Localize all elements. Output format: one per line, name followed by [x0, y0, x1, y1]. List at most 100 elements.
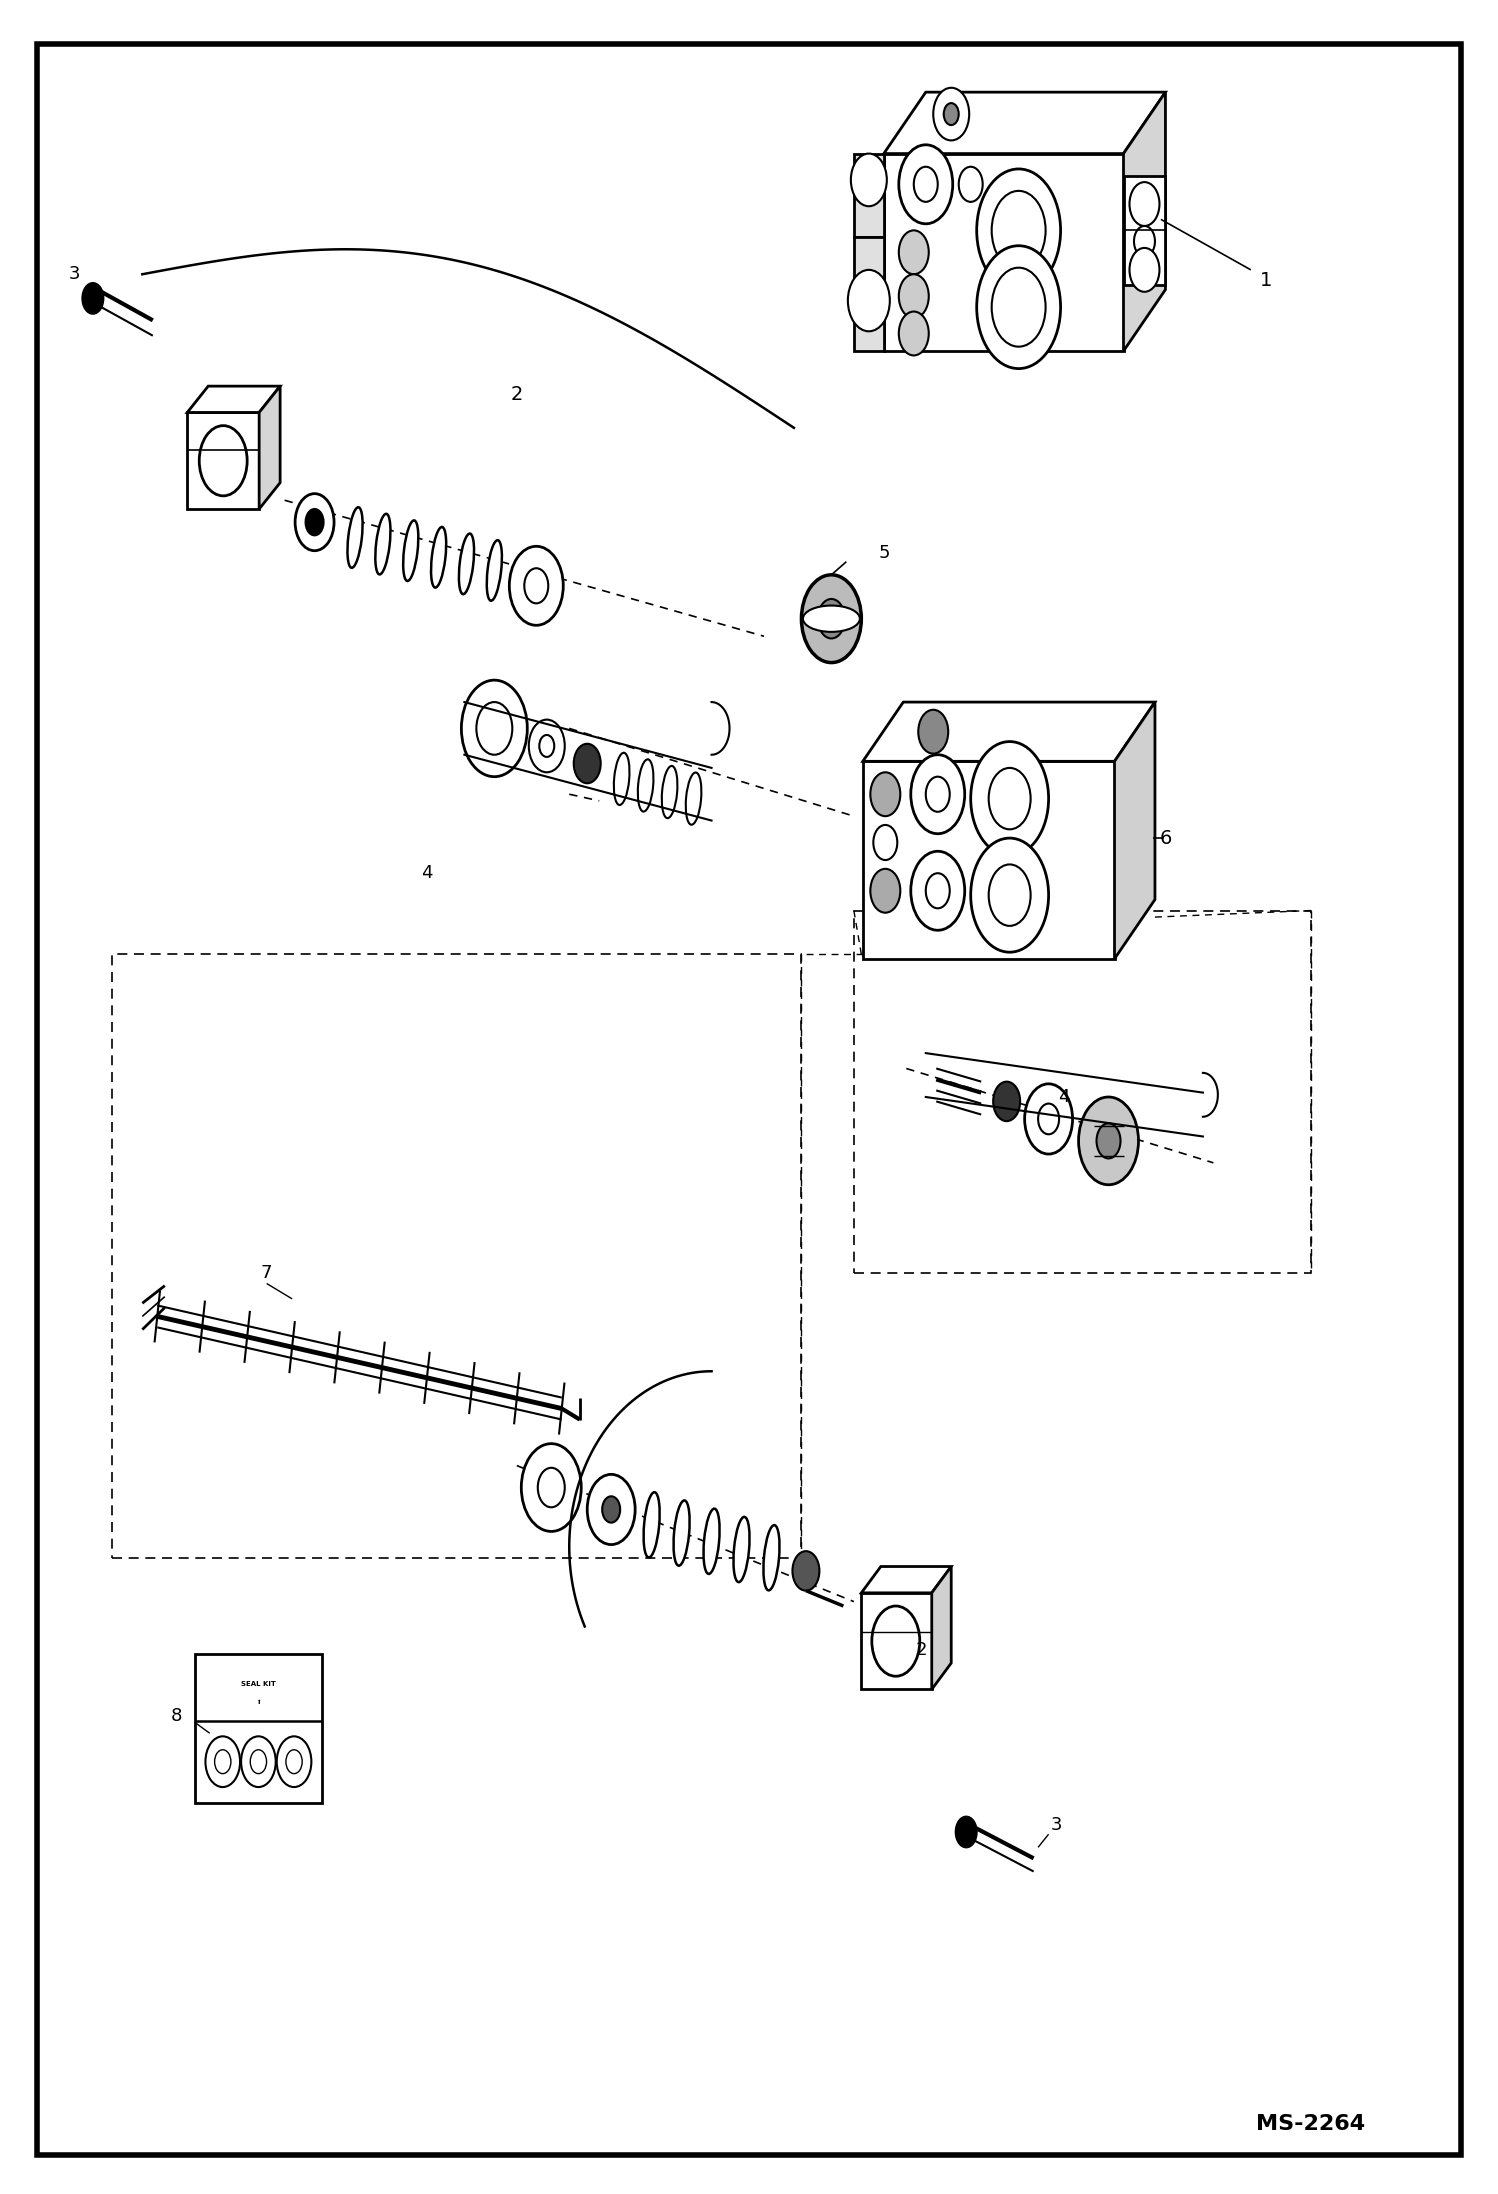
Text: 4: 4: [421, 864, 433, 882]
Ellipse shape: [764, 1525, 779, 1591]
Ellipse shape: [686, 772, 701, 825]
Polygon shape: [884, 92, 1165, 154]
Ellipse shape: [704, 1509, 719, 1573]
Circle shape: [977, 246, 1061, 369]
Circle shape: [539, 735, 554, 757]
Bar: [854, 911, 1311, 1273]
Circle shape: [956, 1817, 977, 1847]
Circle shape: [1129, 248, 1159, 292]
Text: 2: 2: [511, 386, 523, 404]
Circle shape: [977, 169, 1061, 292]
Ellipse shape: [376, 513, 391, 575]
Circle shape: [971, 742, 1049, 856]
Circle shape: [899, 312, 929, 355]
Circle shape: [899, 145, 953, 224]
Text: MS-2264: MS-2264: [1257, 2113, 1365, 2135]
Circle shape: [521, 1444, 581, 1531]
Circle shape: [911, 755, 965, 834]
Polygon shape: [854, 237, 884, 351]
Polygon shape: [187, 412, 259, 509]
Ellipse shape: [638, 759, 653, 812]
Circle shape: [1097, 1123, 1121, 1158]
Circle shape: [199, 426, 247, 496]
Polygon shape: [854, 154, 884, 237]
Circle shape: [914, 167, 938, 202]
Text: SEAL KIT: SEAL KIT: [241, 1681, 276, 1687]
Circle shape: [971, 838, 1049, 952]
Text: 7: 7: [261, 1264, 273, 1281]
Circle shape: [918, 711, 948, 755]
Ellipse shape: [614, 753, 629, 805]
Polygon shape: [861, 1567, 951, 1593]
Text: ⬆: ⬆: [256, 1700, 261, 1705]
Ellipse shape: [803, 606, 860, 632]
Circle shape: [899, 274, 929, 318]
Ellipse shape: [431, 527, 446, 588]
Circle shape: [1129, 182, 1159, 226]
Circle shape: [801, 575, 861, 663]
Circle shape: [1025, 1084, 1073, 1154]
Circle shape: [529, 720, 565, 772]
Ellipse shape: [644, 1492, 659, 1558]
Circle shape: [476, 702, 512, 755]
Circle shape: [792, 1551, 819, 1591]
Polygon shape: [1124, 92, 1165, 351]
Polygon shape: [932, 1567, 951, 1689]
Polygon shape: [863, 761, 1115, 959]
Circle shape: [873, 825, 897, 860]
Ellipse shape: [734, 1516, 749, 1582]
Circle shape: [989, 864, 1031, 926]
Circle shape: [1134, 226, 1155, 257]
Text: 8: 8: [171, 1707, 183, 1724]
Circle shape: [538, 1468, 565, 1507]
Circle shape: [587, 1474, 635, 1545]
Circle shape: [1079, 1097, 1138, 1185]
Text: 1: 1: [1260, 272, 1272, 290]
Polygon shape: [1115, 702, 1155, 959]
Circle shape: [250, 1751, 267, 1773]
Bar: [112, 954, 801, 1558]
Circle shape: [944, 103, 959, 125]
Circle shape: [872, 1606, 920, 1676]
Ellipse shape: [662, 766, 677, 818]
Polygon shape: [187, 386, 280, 412]
Circle shape: [848, 270, 890, 331]
Circle shape: [933, 88, 969, 140]
Text: 4: 4: [1058, 1088, 1070, 1106]
Polygon shape: [1124, 176, 1165, 285]
Circle shape: [989, 768, 1031, 829]
Circle shape: [82, 283, 103, 314]
Polygon shape: [863, 702, 1155, 761]
Ellipse shape: [674, 1501, 689, 1567]
Circle shape: [574, 744, 601, 783]
Ellipse shape: [403, 520, 418, 581]
Text: 3: 3: [69, 265, 81, 283]
Circle shape: [911, 851, 965, 930]
Polygon shape: [861, 1593, 932, 1689]
Circle shape: [277, 1735, 312, 1788]
Circle shape: [926, 873, 950, 908]
Circle shape: [295, 494, 334, 551]
Circle shape: [926, 777, 950, 812]
Circle shape: [524, 568, 548, 603]
Circle shape: [1038, 1104, 1059, 1134]
Circle shape: [899, 230, 929, 274]
Text: 3: 3: [1050, 1817, 1062, 1834]
Circle shape: [241, 1735, 276, 1788]
Circle shape: [461, 680, 527, 777]
Ellipse shape: [348, 507, 363, 568]
Circle shape: [818, 599, 845, 638]
Circle shape: [214, 1751, 231, 1773]
Circle shape: [205, 1735, 240, 1788]
Circle shape: [306, 509, 324, 535]
Circle shape: [992, 268, 1046, 347]
Text: 2: 2: [915, 1641, 927, 1659]
Text: 5: 5: [878, 544, 890, 562]
Text: 6: 6: [1159, 829, 1171, 847]
Ellipse shape: [458, 533, 473, 595]
Circle shape: [959, 167, 983, 202]
Circle shape: [286, 1751, 303, 1773]
Ellipse shape: [487, 540, 502, 601]
Circle shape: [870, 869, 900, 913]
Polygon shape: [884, 154, 1124, 351]
